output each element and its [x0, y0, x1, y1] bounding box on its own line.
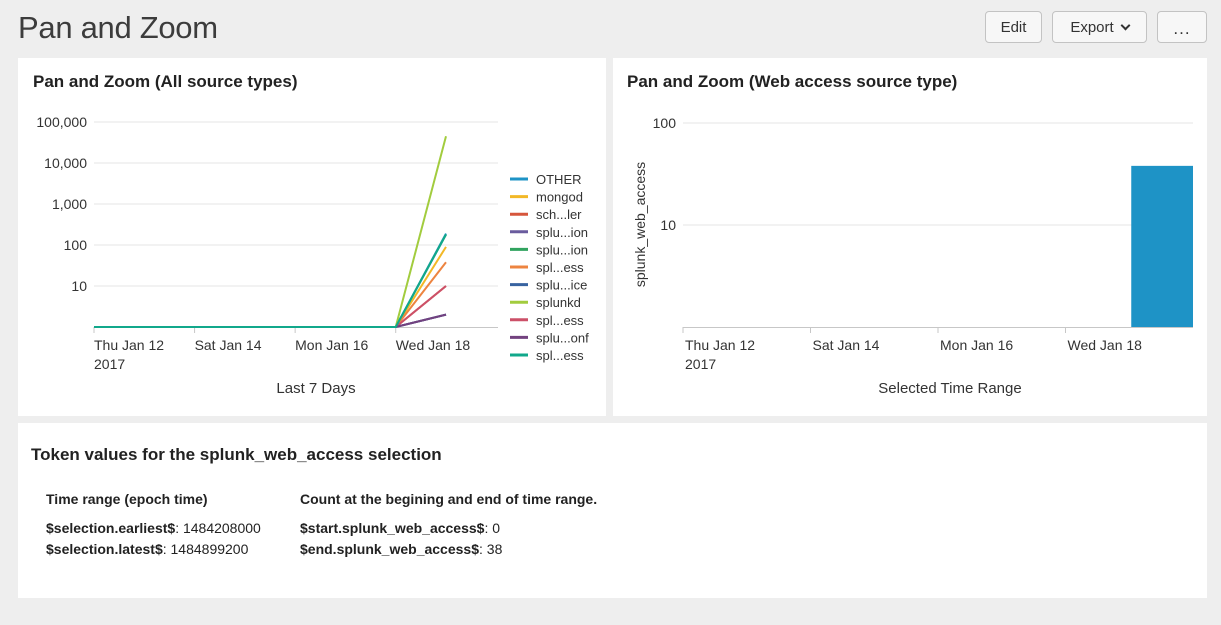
x-tick-label: Thu Jan 12 [94, 337, 164, 353]
legend-label: splu...ion [536, 242, 588, 257]
series-line [94, 285, 447, 328]
line-chart-all-sources[interactable]: 100,000 10,000 1,000 100 10 Thu Jan 12 Sat Jan… [18, 58, 606, 416]
legend-label: splu...ion [536, 225, 588, 240]
selection-earliest-label: $selection.earliest$ [46, 520, 176, 536]
legend-label: spl...ess [536, 260, 584, 275]
series-line [94, 234, 447, 328]
x-tick-label: Thu Jan 12 [685, 337, 755, 353]
y-axis-title: splunk_web_access [632, 162, 648, 287]
x-year-label: 2017 [94, 356, 125, 372]
start-count-row: $start.splunk_web_access$: 0 [300, 520, 500, 536]
selection-earliest-row: $selection.earliest$: 1484208000 [46, 520, 261, 536]
series-line [94, 313, 447, 328]
export-button[interactable]: Export [1052, 11, 1147, 43]
y-tick-label: 100 [64, 237, 88, 253]
legend-label: splunkd [536, 295, 581, 310]
more-options-button[interactable]: ... [1157, 11, 1207, 43]
bar [1131, 165, 1193, 327]
x-tick-label: Sat Jan 14 [813, 337, 880, 353]
panel-token-values: Token values for the splunk_web_access s… [18, 423, 1207, 598]
legend-label: sch...ler [536, 207, 582, 222]
x-axis-title: Selected Time Range [878, 380, 1021, 397]
y-tick-label: 1,000 [52, 196, 87, 212]
x-tick-label: Wed Jan 18 [396, 337, 471, 353]
end-count-row: $end.splunk_web_access$: 38 [300, 541, 502, 557]
selection-latest-value: : 1484899200 [162, 541, 249, 557]
y-tick-label: 10,000 [44, 155, 87, 171]
y-tick-label: 10 [71, 278, 87, 294]
series-line [94, 285, 447, 328]
selection-latest-label: $selection.latest$ [46, 541, 163, 557]
series-line [94, 135, 447, 328]
end-count-label: $end.splunk_web_access$ [300, 541, 479, 557]
bar-chart-web-access[interactable]: 100 10 Thu Jan 12 Sat Jan 14 Mon Jan 16 Wed J… [613, 58, 1207, 416]
series-line [94, 313, 447, 328]
panel-title-all-sources: Pan and Zoom (All source types) [33, 72, 298, 91]
legend-label: splu...onf [536, 330, 589, 345]
time-range-heading: Time range (epoch time) [46, 491, 208, 507]
series-line [94, 233, 447, 328]
x-tick-label: Mon Jan 16 [940, 337, 1013, 353]
start-count-label: $start.splunk_web_access$ [300, 520, 485, 536]
series-line [94, 246, 447, 328]
selection-earliest-value: : 1484208000 [175, 520, 261, 536]
panel-title-tokens: Token values for the splunk_web_access s… [31, 445, 442, 464]
panel-title-web-access: Pan and Zoom (Web access source type) [627, 72, 958, 91]
panel-web-access: Pan and Zoom (Web access source type) 10… [613, 58, 1207, 416]
legend-label: spl...ess [536, 313, 584, 328]
edit-button[interactable]: Edit [985, 11, 1042, 43]
x-tick-label: Sat Jan 14 [195, 337, 262, 353]
x-axis-title: Last 7 Days [276, 380, 355, 397]
series-line [94, 313, 447, 328]
count-heading: Count at the begining and end of time ra… [300, 491, 598, 507]
legend-label: OTHER [536, 172, 582, 187]
export-label: Export [1070, 18, 1114, 36]
chevron-down-icon [1120, 20, 1131, 30]
x-tick-label: Wed Jan 18 [1068, 337, 1143, 353]
y-tick-label: 100,000 [36, 114, 87, 130]
selection-latest-row: $selection.latest$: 1484899200 [46, 541, 248, 557]
page-title: Pan and Zoom [18, 10, 218, 45]
legend-label: mongod [536, 190, 583, 205]
legend-label: spl...ess [536, 348, 584, 363]
series-line [94, 234, 447, 328]
end-count-value: : 38 [479, 541, 503, 557]
start-count-value: : 0 [484, 520, 501, 536]
legend-label: splu...ice [536, 278, 587, 293]
series-line [94, 261, 447, 328]
x-tick-label: Mon Jan 16 [295, 337, 368, 353]
panel-all-source-types: Pan and Zoom (All source types) 100,000 1… [18, 58, 606, 416]
y-tick-label: 100 [653, 115, 677, 131]
y-tick-label: 10 [660, 217, 676, 233]
x-year-label: 2017 [685, 356, 716, 372]
